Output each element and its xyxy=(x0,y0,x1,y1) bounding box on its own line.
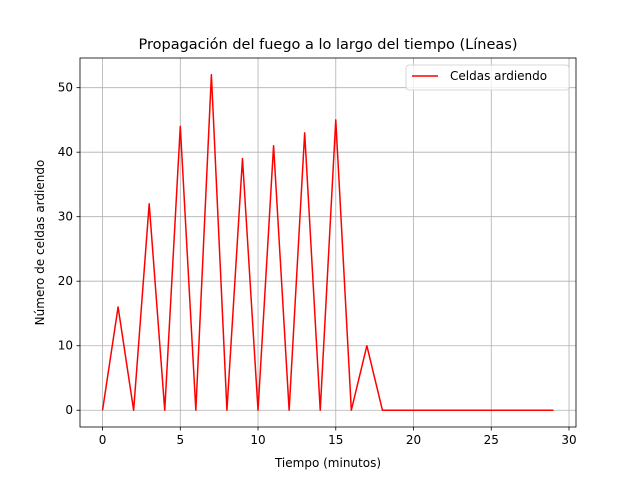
x-axis-label: Tiempo (minutos) xyxy=(274,456,381,470)
legend-box xyxy=(405,64,570,91)
chart-title: Propagación del fuego a lo largo del tie… xyxy=(138,37,517,53)
grid xyxy=(80,58,576,427)
x-tick-label: 10 xyxy=(250,433,265,447)
y-tick-label: 10 xyxy=(58,339,73,353)
series-line-celdas-ardiendo xyxy=(101,74,554,411)
y-tick-label: 0 xyxy=(65,403,73,417)
y-axis-label: Número de celdas ardiendo xyxy=(33,160,47,326)
x-tick-label: 25 xyxy=(484,433,499,447)
plot-frame xyxy=(79,57,577,428)
x-tick-label: 0 xyxy=(99,433,107,447)
x-tick-label: 15 xyxy=(328,433,343,447)
legend: Celdas ardiendo xyxy=(405,64,570,91)
x-axis: 0 5 10 15 20 25 30 xyxy=(99,427,577,447)
y-axis: 0 10 20 30 40 50 xyxy=(58,81,80,417)
y-tick-label: 40 xyxy=(58,145,73,159)
x-tick-label: 20 xyxy=(406,433,421,447)
y-tick-label: 20 xyxy=(58,274,73,288)
series-group xyxy=(101,74,554,411)
y-tick-label: 50 xyxy=(58,81,73,95)
x-tick-label: 5 xyxy=(176,433,184,447)
legend-entry-label: Celdas ardiendo xyxy=(450,69,547,83)
y-tick-label: 30 xyxy=(58,210,73,224)
x-tick-label: 30 xyxy=(561,433,576,447)
